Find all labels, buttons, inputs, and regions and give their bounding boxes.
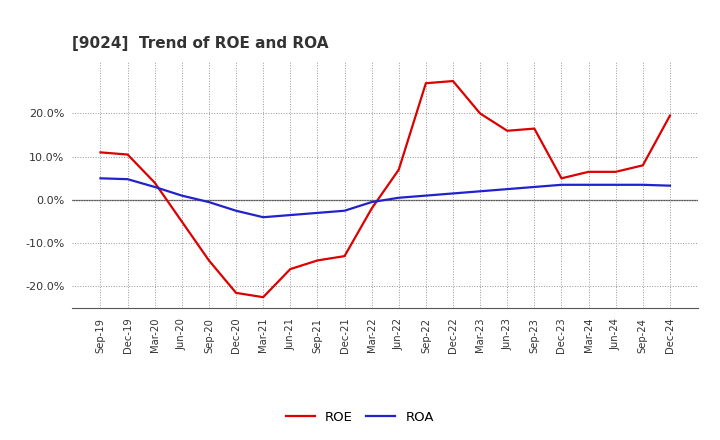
ROA	[639, 182, 647, 187]
ROE	[665, 113, 674, 118]
ROE	[286, 267, 294, 272]
ROE	[421, 81, 430, 86]
Legend: ROE, ROA: ROE, ROA	[280, 405, 440, 429]
ROE	[150, 180, 159, 185]
ROE	[611, 169, 620, 175]
ROA	[611, 182, 620, 187]
ROE	[639, 163, 647, 168]
ROE	[204, 258, 213, 263]
ROA	[665, 183, 674, 188]
ROE	[530, 126, 539, 131]
ROE	[395, 167, 403, 172]
ROA	[259, 215, 268, 220]
ROA	[503, 187, 511, 192]
Line: ROA: ROA	[101, 178, 670, 217]
ROA	[232, 208, 240, 213]
Line: ROE: ROE	[101, 81, 670, 297]
ROA	[395, 195, 403, 200]
ROA	[530, 184, 539, 190]
ROA	[584, 182, 593, 187]
ROE	[503, 128, 511, 133]
ROE	[178, 219, 186, 224]
ROE	[123, 152, 132, 157]
ROE	[96, 150, 105, 155]
ROE	[232, 290, 240, 296]
ROE	[584, 169, 593, 175]
ROA	[96, 176, 105, 181]
ROE	[449, 78, 457, 84]
ROE	[341, 253, 349, 259]
ROA	[421, 193, 430, 198]
ROE	[476, 111, 485, 116]
ROA	[286, 213, 294, 218]
ROE	[557, 176, 566, 181]
ROA	[367, 199, 376, 205]
ROA	[204, 199, 213, 205]
ROA	[313, 210, 322, 216]
ROA	[123, 176, 132, 182]
ROA	[150, 184, 159, 190]
Text: [9024]  Trend of ROE and ROA: [9024] Trend of ROE and ROA	[72, 36, 328, 51]
ROE	[367, 206, 376, 211]
ROA	[449, 191, 457, 196]
ROE	[259, 294, 268, 300]
ROA	[476, 189, 485, 194]
ROE	[313, 258, 322, 263]
ROA	[178, 193, 186, 198]
ROA	[341, 208, 349, 213]
ROA	[557, 182, 566, 187]
